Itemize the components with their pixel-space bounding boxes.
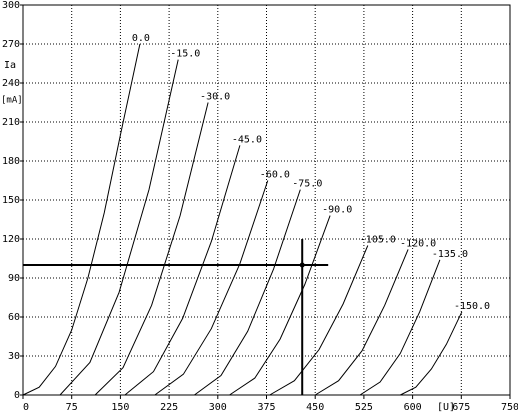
y-axis-unit: [mA] <box>1 96 23 106</box>
curve <box>359 259 441 396</box>
curve-label: -150.0 <box>454 301 490 312</box>
curve-label: -120.0 <box>400 238 436 249</box>
curve-label: -105.0 <box>360 235 396 246</box>
curve <box>154 180 269 396</box>
curve <box>22 43 141 396</box>
curve-label: 0.0 <box>132 33 150 44</box>
y-tick-label: 270 <box>2 39 20 50</box>
curve <box>94 102 209 396</box>
y-tick-label: 0 <box>14 390 20 401</box>
y-tick-label: 60 <box>8 312 20 323</box>
y-tick-label: 210 <box>2 117 20 128</box>
x-tick-label: 525 <box>355 402 373 413</box>
curve-label: -45.0 <box>232 134 262 145</box>
x-tick-label: 750 <box>501 402 518 413</box>
curve <box>59 59 179 396</box>
curve <box>400 311 463 396</box>
x-tick-label: 675 <box>452 402 470 413</box>
y-axis-label: Ia <box>4 60 16 71</box>
x-axis-label: [U] <box>437 402 455 413</box>
curve-label: -60.0 <box>260 170 290 181</box>
x-tick-label: 75 <box>66 402 78 413</box>
y-tick-label: 150 <box>2 195 20 206</box>
curve-label: -135.0 <box>432 249 468 260</box>
plot-frame <box>22 4 511 396</box>
curve-label: -30.0 <box>200 92 230 103</box>
x-tick-label: 600 <box>404 402 422 413</box>
curve <box>314 249 409 396</box>
curve <box>194 189 301 396</box>
y-tick-label: 240 <box>2 78 20 89</box>
curve <box>229 215 331 396</box>
curve-label: -15.0 <box>170 49 200 60</box>
y-tick-label: 300 <box>2 0 20 11</box>
y-tick-label: 120 <box>2 234 20 245</box>
y-tick-label: 30 <box>8 351 20 362</box>
x-tick-label: 450 <box>306 402 324 413</box>
curve-label: -90.0 <box>322 205 352 216</box>
curve-label: -75.0 <box>292 179 322 190</box>
y-tick-label: 90 <box>8 273 20 284</box>
x-tick-label: 150 <box>111 402 129 413</box>
curve <box>269 245 369 396</box>
y-tick-label: 180 <box>2 156 20 167</box>
operating-point <box>299 262 305 268</box>
x-tick-label: 225 <box>160 402 178 413</box>
x-tick-label: 0 <box>23 402 29 413</box>
x-tick-label: 300 <box>209 402 227 413</box>
x-tick-label: 375 <box>257 402 275 413</box>
curve <box>124 145 241 396</box>
